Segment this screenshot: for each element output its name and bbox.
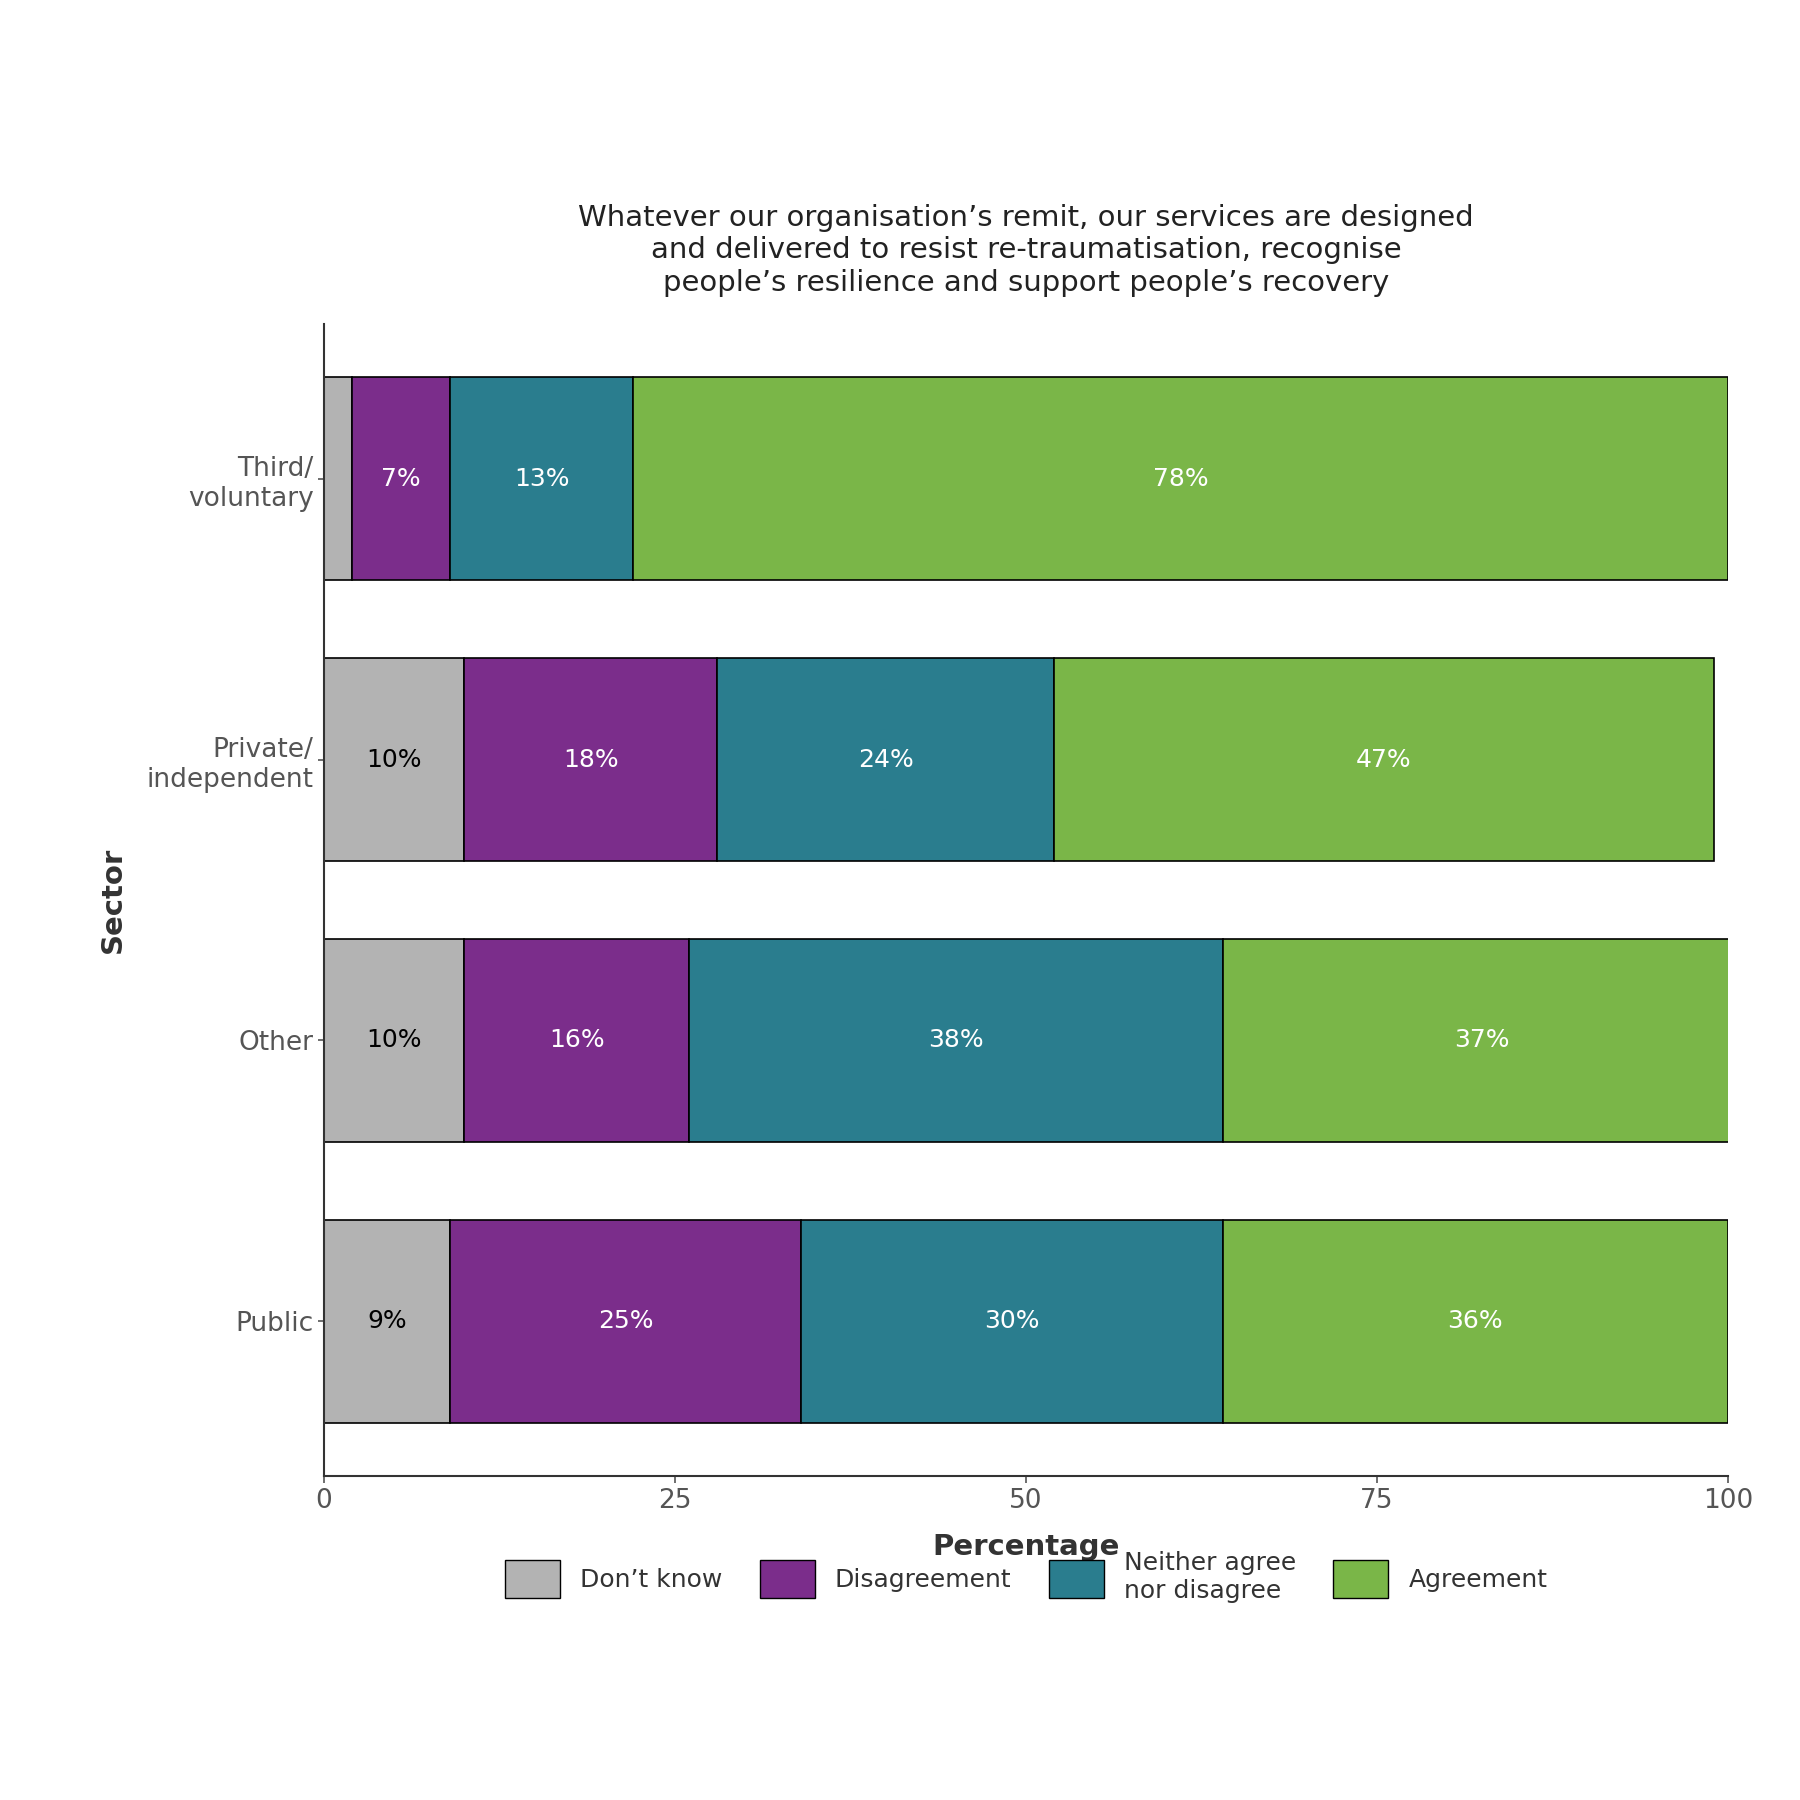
Text: 13%: 13%: [513, 466, 569, 491]
Bar: [353, 378, 450, 580]
Text: 10%: 10%: [367, 747, 421, 772]
Text: 9%: 9%: [367, 1309, 407, 1334]
Text: 36%: 36%: [1447, 1309, 1503, 1334]
Legend: Don’t know, Disagreement, Neither agree
nor disagree, Agreement: Don’t know, Disagreement, Neither agree …: [495, 1541, 1557, 1613]
Bar: [450, 1220, 801, 1422]
Bar: [1055, 659, 1714, 860]
Bar: [689, 940, 1222, 1141]
Bar: [634, 378, 1728, 580]
Text: 24%: 24%: [859, 747, 913, 772]
Bar: [324, 1220, 450, 1422]
Text: 47%: 47%: [1355, 747, 1411, 772]
Text: 37%: 37%: [1454, 1028, 1510, 1053]
Text: 7%: 7%: [382, 466, 421, 491]
Bar: [324, 940, 464, 1141]
Text: 18%: 18%: [563, 747, 619, 772]
Bar: [324, 378, 353, 580]
Bar: [801, 1220, 1222, 1422]
Text: 10%: 10%: [367, 1028, 421, 1053]
Bar: [1222, 940, 1742, 1141]
Text: 25%: 25%: [598, 1309, 653, 1334]
Y-axis label: Sector: Sector: [99, 846, 128, 954]
Text: 38%: 38%: [929, 1028, 983, 1053]
Bar: [464, 659, 716, 860]
X-axis label: Percentage: Percentage: [932, 1534, 1120, 1561]
Bar: [324, 659, 464, 860]
Text: 16%: 16%: [549, 1028, 605, 1053]
Bar: [716, 659, 1055, 860]
Bar: [450, 378, 634, 580]
Bar: [1222, 1220, 1728, 1422]
Bar: [464, 940, 689, 1141]
Text: 30%: 30%: [985, 1309, 1040, 1334]
Text: 78%: 78%: [1152, 466, 1208, 491]
Title: Whatever our organisation’s remit, our services are designed
and delivered to re: Whatever our organisation’s remit, our s…: [578, 203, 1474, 297]
